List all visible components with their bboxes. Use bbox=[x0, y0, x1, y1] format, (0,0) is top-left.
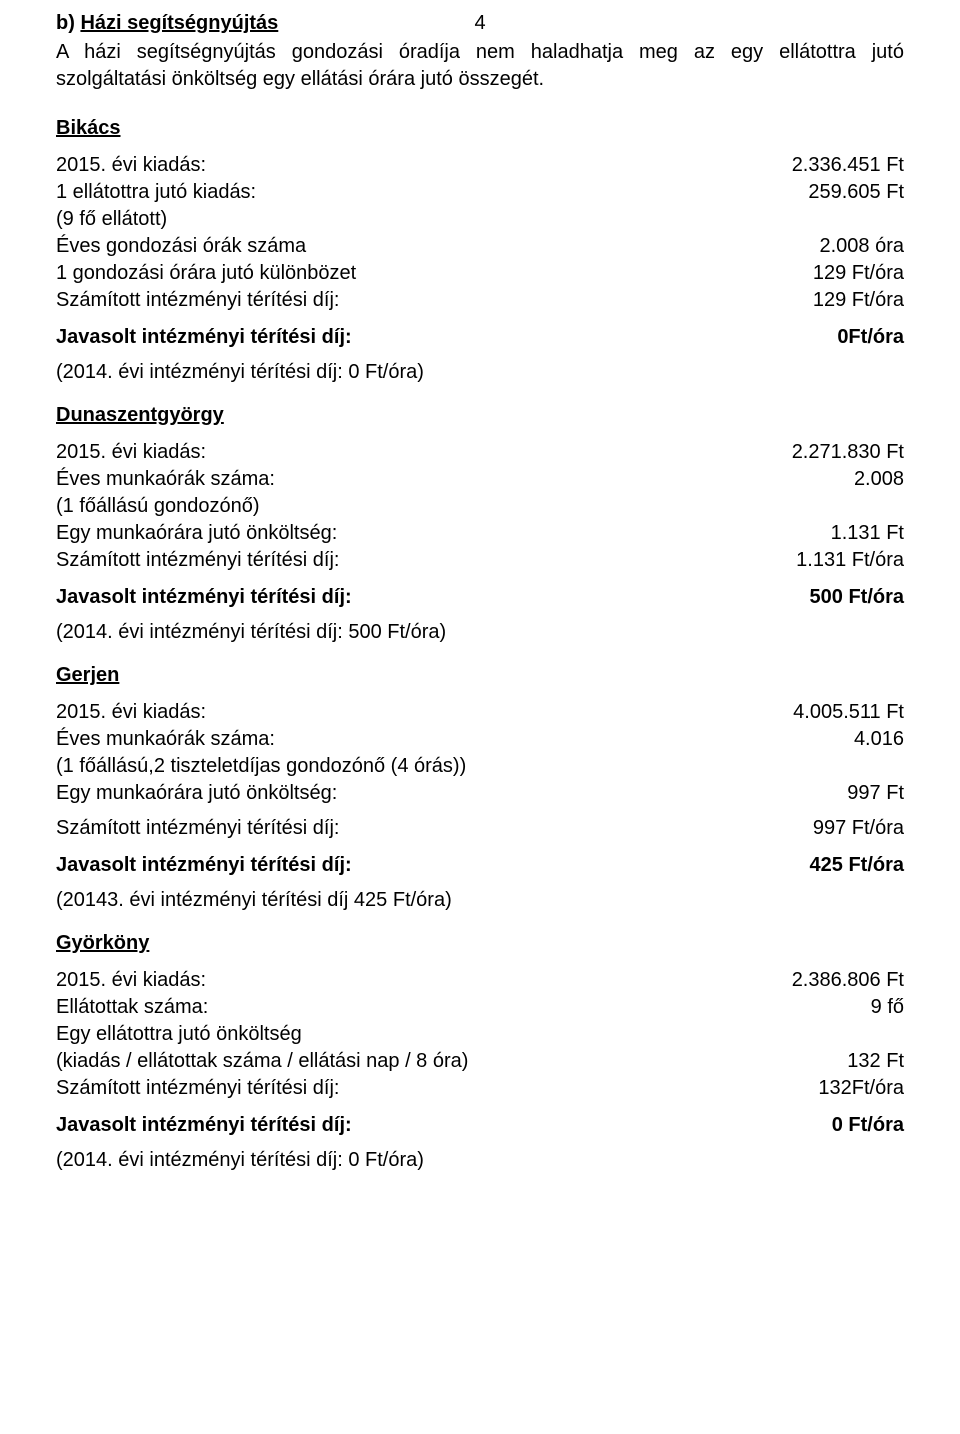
data-block: 2015. évi kiadás: 2.336.451 Ft 1 ellátott… bbox=[56, 152, 904, 314]
city-heading: Dunaszentgyörgy bbox=[56, 402, 904, 429]
proposed-fee-row: Javasolt intézményi térítési díj: 0 Ft/ór… bbox=[56, 1112, 904, 1139]
table-row: Egy munkaórára jutó önköltség: 1.131 Ft bbox=[56, 520, 904, 547]
data-block: 2015. évi kiadás: 2.271.830 Ft Éves munka… bbox=[56, 439, 904, 574]
table-row: 1 ellátottra jutó kiadás: 259.605 Ft bbox=[56, 179, 904, 206]
row-value: 0Ft/óra bbox=[837, 324, 904, 351]
row-label: (1 főállású,2 tiszteletdíjas gondozónő (… bbox=[56, 753, 466, 780]
table-row: (1 főállású,2 tiszteletdíjas gondozónő (… bbox=[56, 753, 904, 780]
data-block: 2015. évi kiadás: 2.386.806 Ft Ellátottak… bbox=[56, 967, 904, 1102]
row-label: Javasolt intézményi térítési díj: bbox=[56, 584, 352, 611]
city-heading: Gerjen bbox=[56, 662, 904, 689]
row-label: 1 ellátottra jutó kiadás: bbox=[56, 179, 256, 206]
row-value: 132 Ft bbox=[847, 1048, 904, 1075]
row-value: 2.336.451 Ft bbox=[792, 152, 904, 179]
row-label: Egy ellátottra jutó önköltség bbox=[56, 1021, 302, 1048]
page-number: 4 bbox=[0, 10, 960, 37]
document-page: 4 b) Házi segítségnyújtás A házi segítsé… bbox=[0, 0, 960, 1434]
table-row: Ellátottak száma: 9 fő bbox=[56, 994, 904, 1021]
row-label: Ellátottak száma: bbox=[56, 994, 208, 1021]
row-value: 500 Ft/óra bbox=[810, 584, 904, 611]
row-label: 2015. évi kiadás: bbox=[56, 967, 206, 994]
row-value: 997 Ft/óra bbox=[813, 815, 904, 842]
row-value: 132Ft/óra bbox=[818, 1075, 904, 1102]
row-label: 2015. évi kiadás: bbox=[56, 439, 206, 466]
row-value: 425 Ft/óra bbox=[810, 852, 904, 879]
row-label: Éves munkaórák száma: bbox=[56, 726, 275, 753]
table-row: Éves gondozási órák száma 2.008 óra bbox=[56, 233, 904, 260]
row-value: 2.008 óra bbox=[819, 233, 904, 260]
row-value: 129 Ft/óra bbox=[813, 287, 904, 314]
data-block: 2015. évi kiadás: 4.005.511 Ft Éves munka… bbox=[56, 699, 904, 807]
table-row: Számított intézményi térítési díj: 1.131 … bbox=[56, 547, 904, 574]
table-row: (kiadás / ellátottak száma / ellátási na… bbox=[56, 1048, 904, 1075]
row-label: 2015. évi kiadás: bbox=[56, 152, 206, 179]
row-label: Egy munkaórára jutó önköltség: bbox=[56, 520, 337, 547]
table-row: Egy munkaórára jutó önköltség: 997 Ft bbox=[56, 780, 904, 807]
row-label: 2015. évi kiadás: bbox=[56, 699, 206, 726]
row-label: Egy munkaórára jutó önköltség: bbox=[56, 780, 337, 807]
proposed-fee-row: Javasolt intézményi térítési díj: 425 Ft/… bbox=[56, 852, 904, 879]
previous-fee: (20143. évi intézményi térítési díj 425 … bbox=[56, 887, 904, 914]
row-label: Számított intézményi térítési díj: bbox=[56, 1075, 339, 1102]
table-row: Számított intézményi térítési díj: 132Ft/… bbox=[56, 1075, 904, 1102]
proposed-fee-row: Javasolt intézményi térítési díj: 0Ft/óra bbox=[56, 324, 904, 351]
row-label: Számított intézményi térítési díj: bbox=[56, 547, 339, 574]
row-value: 259.605 Ft bbox=[808, 179, 904, 206]
row-value: 4.016 bbox=[854, 726, 904, 753]
row-value: 2.386.806 Ft bbox=[792, 967, 904, 994]
table-row: Éves munkaórák száma: 4.016 bbox=[56, 726, 904, 753]
row-label: Javasolt intézményi térítési díj: bbox=[56, 324, 352, 351]
row-value: 1.131 Ft/óra bbox=[796, 547, 904, 574]
row-label: Javasolt intézményi térítési díj: bbox=[56, 1112, 352, 1139]
intro-paragraph: A házi segítségnyújtás gondozási óradíja… bbox=[56, 39, 904, 93]
row-label: (9 fő ellátott) bbox=[56, 206, 167, 233]
table-row: 2015. évi kiadás: 2.386.806 Ft bbox=[56, 967, 904, 994]
city-heading: Bikács bbox=[56, 115, 904, 142]
row-value: 2.271.830 Ft bbox=[792, 439, 904, 466]
row-label: (1 főállású gondozónő) bbox=[56, 493, 259, 520]
city-heading: Györköny bbox=[56, 930, 904, 957]
row-value: 4.005.511 Ft bbox=[793, 699, 904, 726]
row-value: 0 Ft/óra bbox=[832, 1112, 904, 1139]
row-label: Éves gondozási órák száma bbox=[56, 233, 306, 260]
row-label: Számított intézményi térítési díj: bbox=[56, 287, 339, 314]
row-value: 2.008 bbox=[854, 466, 904, 493]
row-value: 129 Ft/óra bbox=[813, 260, 904, 287]
previous-fee: (2014. évi intézményi térítési díj: 0 Ft… bbox=[56, 1147, 904, 1174]
table-row: Egy ellátottra jutó önköltség bbox=[56, 1021, 904, 1048]
row-label: Számított intézményi térítési díj: bbox=[56, 815, 339, 842]
row-label: (kiadás / ellátottak száma / ellátási na… bbox=[56, 1048, 468, 1075]
table-row: (9 fő ellátott) bbox=[56, 206, 904, 233]
table-row: Éves munkaórák száma: 2.008 bbox=[56, 466, 904, 493]
row-value: 1.131 Ft bbox=[831, 520, 904, 547]
row-value: 9 fő bbox=[871, 994, 904, 1021]
row-label: Éves munkaórák száma: bbox=[56, 466, 275, 493]
row-value: 997 Ft bbox=[847, 780, 904, 807]
table-row: 2015. évi kiadás: 2.271.830 Ft bbox=[56, 439, 904, 466]
table-row: (1 főállású gondozónő) bbox=[56, 493, 904, 520]
table-row: 2015. évi kiadás: 2.336.451 Ft bbox=[56, 152, 904, 179]
table-row: 2015. évi kiadás: 4.005.511 Ft bbox=[56, 699, 904, 726]
table-row: 1 gondozási órára jutó különbözet 129 Ft/… bbox=[56, 260, 904, 287]
proposed-fee-row: Javasolt intézményi térítési díj: 500 Ft/… bbox=[56, 584, 904, 611]
row-label: Javasolt intézményi térítési díj: bbox=[56, 852, 352, 879]
computed-fee-row: Számított intézményi térítési díj: 997 Ft… bbox=[56, 815, 904, 842]
row-label: 1 gondozási órára jutó különbözet bbox=[56, 260, 356, 287]
previous-fee: (2014. évi intézményi térítési díj: 0 Ft… bbox=[56, 359, 904, 386]
previous-fee: (2014. évi intézményi térítési díj: 500 … bbox=[56, 619, 904, 646]
table-row: Számított intézményi térítési díj: 129 Ft… bbox=[56, 287, 904, 314]
